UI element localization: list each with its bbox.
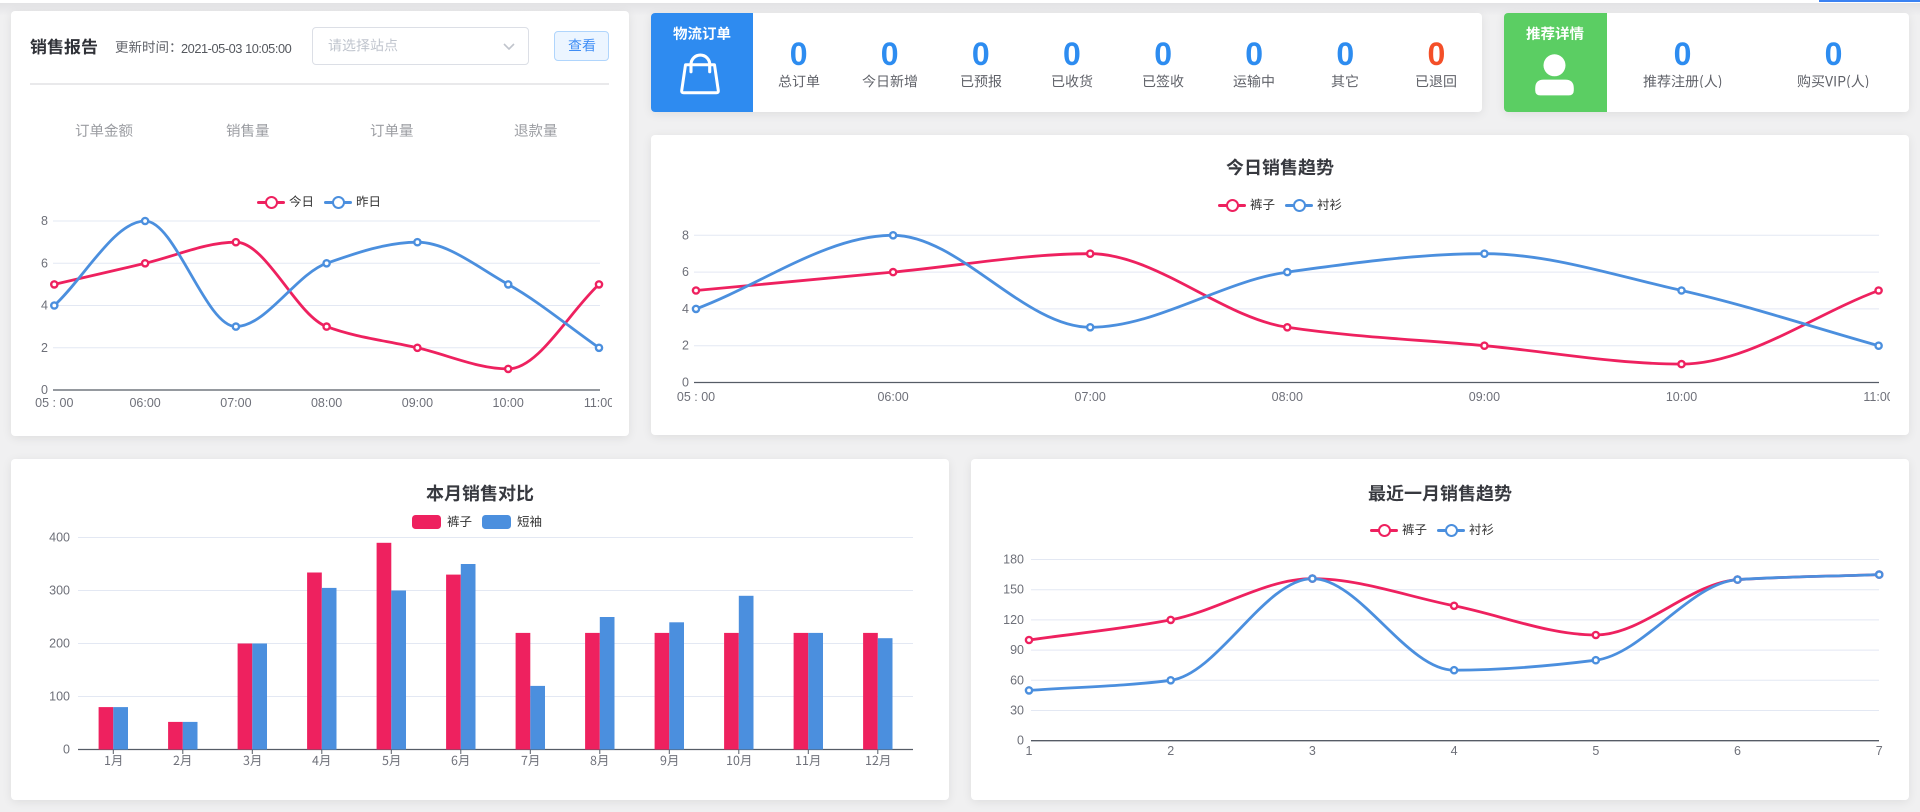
svg-text:30: 30 bbox=[1010, 704, 1024, 718]
svg-text:10:00: 10:00 bbox=[493, 396, 524, 410]
svg-text:300: 300 bbox=[49, 584, 70, 598]
svg-text:05 : 00: 05 : 00 bbox=[35, 396, 73, 410]
svg-text:09:00: 09:00 bbox=[402, 396, 433, 410]
svg-text:3: 3 bbox=[1309, 744, 1316, 758]
svg-text:120: 120 bbox=[1003, 613, 1024, 627]
svg-text:08:00: 08:00 bbox=[311, 396, 342, 410]
svg-text:06:00: 06:00 bbox=[129, 396, 160, 410]
svg-text:11:00: 11:00 bbox=[1863, 390, 1890, 404]
svg-text:200: 200 bbox=[49, 637, 70, 651]
svg-text:0: 0 bbox=[41, 383, 48, 397]
svg-text:8: 8 bbox=[41, 214, 48, 228]
svg-text:0: 0 bbox=[682, 376, 689, 390]
svg-text:07:00: 07:00 bbox=[220, 396, 251, 410]
svg-text:05 : 00: 05 : 00 bbox=[677, 390, 715, 404]
svg-text:2: 2 bbox=[1167, 744, 1174, 758]
svg-text:2: 2 bbox=[41, 341, 48, 355]
svg-text:180: 180 bbox=[1003, 553, 1024, 567]
svg-text:90: 90 bbox=[1010, 643, 1024, 657]
svg-text:7: 7 bbox=[1876, 744, 1883, 758]
svg-text:5: 5 bbox=[1592, 744, 1599, 758]
svg-text:6: 6 bbox=[41, 256, 48, 270]
svg-text:09:00: 09:00 bbox=[1469, 390, 1500, 404]
svg-text:11:00: 11:00 bbox=[584, 396, 612, 410]
svg-text:150: 150 bbox=[1003, 583, 1024, 597]
svg-text:4: 4 bbox=[41, 299, 48, 313]
svg-text:08:00: 08:00 bbox=[1272, 390, 1303, 404]
svg-text:0: 0 bbox=[63, 743, 70, 757]
svg-text:1: 1 bbox=[1026, 744, 1033, 758]
svg-text:07:00: 07:00 bbox=[1075, 390, 1106, 404]
svg-text:4: 4 bbox=[682, 302, 689, 316]
svg-text:60: 60 bbox=[1010, 673, 1024, 687]
svg-text:100: 100 bbox=[49, 690, 70, 704]
svg-text:2: 2 bbox=[682, 339, 689, 353]
svg-text:8: 8 bbox=[682, 228, 689, 242]
svg-text:4: 4 bbox=[1451, 744, 1458, 758]
svg-text:06:00: 06:00 bbox=[877, 390, 908, 404]
svg-text:400: 400 bbox=[49, 531, 70, 545]
svg-text:6: 6 bbox=[1734, 744, 1741, 758]
svg-text:10:00: 10:00 bbox=[1666, 390, 1697, 404]
svg-text:0: 0 bbox=[1017, 734, 1024, 748]
svg-text:6: 6 bbox=[682, 265, 689, 279]
